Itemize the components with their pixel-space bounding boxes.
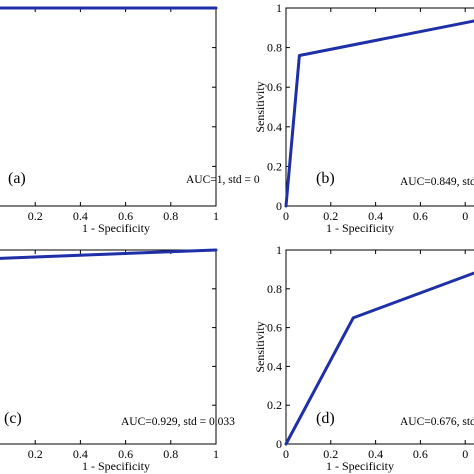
roc-curve-1 [284, 19, 474, 208]
y-tick-label: 0.6 [267, 321, 282, 335]
y-axis-label: Sensitivity [253, 81, 267, 132]
y-tick-label: 1 [276, 1, 282, 15]
x-tick-label: 0.6 [118, 209, 133, 223]
y-tick-label: 0.8 [267, 282, 282, 296]
x-tick-label: 0.2 [28, 447, 43, 461]
y-tick-label: 0 [276, 437, 282, 451]
x-tick-label: 0.8 [163, 447, 178, 461]
x-tick-label: 0.6 [118, 447, 133, 461]
axes-frame-2 [0, 249, 217, 445]
x-tick-label: 0.4 [73, 447, 88, 461]
x-tick-label: 0 [462, 447, 468, 461]
auc-annotation: AUC=0.676, std [400, 416, 474, 428]
panel-label: (a) [8, 170, 26, 187]
panel-label: (d) [316, 410, 335, 427]
axes-frame-0 [0, 7, 217, 207]
x-axis-label: 1 - Specificity [326, 221, 394, 235]
x-tick-label: 0.2 [323, 447, 338, 461]
x-tick-label: 0 [462, 209, 468, 223]
y-axis-label: Sensitivity [253, 321, 267, 372]
roc-curve-3 [284, 271, 474, 446]
y-tick-label: 1 [276, 243, 282, 257]
roc-curve-2 [0, 248, 218, 260]
x-axis-label: 1 - Specificity [82, 459, 150, 473]
x-tick-label: 0 [283, 447, 289, 461]
auc-annotation: AUC=0.849, std [400, 176, 474, 188]
y-tick-label: 0.2 [267, 398, 282, 412]
x-tick-label: 1 [213, 209, 219, 223]
axes-frame-3 [285, 249, 474, 445]
roc-curve-0 [0, 6, 218, 10]
x-tick-label: 0.6 [413, 209, 428, 223]
panel-label: (b) [316, 170, 335, 187]
x-tick-label: 0.2 [323, 209, 338, 223]
x-axis-label: 1 - Specificity [326, 459, 394, 473]
auc-annotation: AUC=1, std = 0 [186, 174, 260, 186]
x-tick-label: 0.8 [163, 209, 178, 223]
y-tick-label: 0.4 [267, 359, 282, 373]
y-tick-label: 0 [276, 199, 282, 213]
axes-frame-1 [285, 7, 474, 207]
y-tick-label: 0.2 [267, 159, 282, 173]
x-tick-label: 0.2 [28, 209, 43, 223]
x-tick-label: 0.4 [368, 447, 383, 461]
x-tick-label: 0.4 [73, 209, 88, 223]
y-tick-label: 0.4 [267, 120, 282, 134]
x-axis-label: 1 - Specificity [82, 221, 150, 235]
x-tick-label: 0.4 [368, 209, 383, 223]
x-tick-label: 1 [213, 447, 219, 461]
x-tick-label: 0 [283, 209, 289, 223]
panel-label: (c) [4, 410, 22, 427]
y-tick-label: 0.8 [267, 41, 282, 55]
x-tick-label: 0.6 [413, 447, 428, 461]
auc-annotation: AUC=0.929, std = 0.033 [121, 416, 235, 428]
y-tick-label: 0.6 [267, 80, 282, 94]
